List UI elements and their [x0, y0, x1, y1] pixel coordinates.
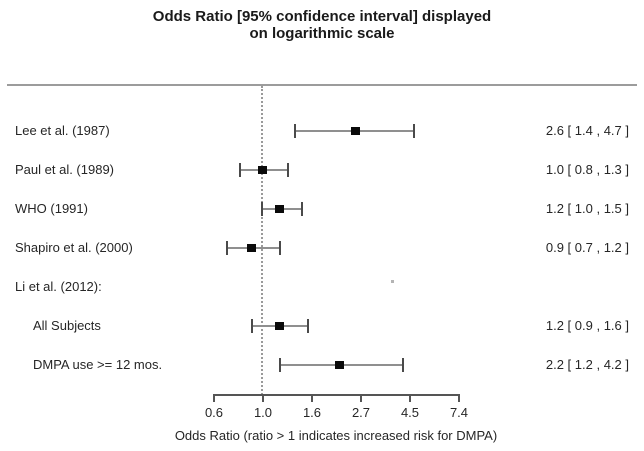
- study-label: DMPA use >= 12 mos.: [33, 357, 163, 372]
- x-axis-tick-label: 4.5: [400, 405, 420, 420]
- ci-cap-left: [278, 358, 281, 372]
- ci-cap-right: [307, 319, 310, 333]
- or-value: 1.0 [ 0.8 , 1.3 ]: [545, 162, 629, 177]
- x-axis-tick: [360, 394, 362, 402]
- point-estimate-marker: [247, 244, 257, 252]
- point-estimate-marker: [351, 127, 361, 135]
- ci-cap-left: [261, 202, 263, 216]
- study-label: WHO (1991): [15, 201, 88, 216]
- ci-cap-right: [278, 241, 281, 255]
- ci-cap-right: [412, 124, 415, 138]
- point-estimate-marker: [334, 361, 344, 369]
- x-axis-tick-label: 1.0: [253, 405, 273, 420]
- x-axis-title: Odds Ratio (ratio > 1 indicates increase…: [174, 428, 498, 443]
- study-label: Li et al. (2012):: [15, 279, 102, 294]
- chart-title-line2: on logarithmic scale: [249, 25, 395, 42]
- top-separator-line: [7, 84, 637, 86]
- ci-cap-right: [300, 202, 303, 216]
- or-value: 2.6 [ 1.4 , 4.7 ]: [545, 123, 629, 138]
- or-value: 1.2 [ 1.0 , 1.5 ]: [545, 201, 629, 216]
- ci-cap-left: [250, 319, 253, 333]
- x-axis-tick: [213, 394, 215, 402]
- x-axis-line: [213, 394, 460, 396]
- x-axis-tick: [458, 394, 460, 402]
- stray-artifact-dot: [391, 280, 394, 283]
- x-axis-tick: [409, 394, 411, 402]
- x-axis-tick: [311, 394, 313, 402]
- point-estimate-marker: [275, 322, 285, 330]
- or-value: 1.2 [ 0.9 , 1.6 ]: [545, 318, 629, 333]
- ci-cap-left: [226, 241, 229, 255]
- study-label: Shapiro et al. (2000): [15, 240, 133, 255]
- ci-cap-right: [286, 163, 289, 177]
- study-label: All Subjects: [33, 318, 101, 333]
- chart-title-line1: Odds Ratio [95% confidence interval] dis…: [152, 8, 492, 25]
- ci-cap-left: [293, 124, 296, 138]
- x-axis-tick-label: 2.7: [351, 405, 371, 420]
- chart-title: Odds Ratio [95% confidence interval] dis…: [0, 8, 644, 42]
- x-axis-tick: [262, 394, 264, 402]
- ci-cap-left: [239, 163, 242, 177]
- point-estimate-marker: [257, 166, 267, 174]
- or-value: 2.2 [ 1.2 , 4.2 ]: [545, 357, 629, 372]
- study-label: Lee et al. (1987): [15, 123, 110, 138]
- x-axis-tick-label: 1.6: [302, 405, 322, 420]
- study-label: Paul et al. (1989): [15, 162, 115, 177]
- x-axis-tick-label: 7.4: [449, 405, 469, 420]
- x-axis-tick-label: 0.6: [204, 405, 224, 420]
- or-value: 0.9 [ 0.7 , 1.2 ]: [545, 240, 629, 255]
- ci-cap-right: [401, 358, 404, 372]
- reference-line-or1: [261, 86, 263, 395]
- point-estimate-marker: [275, 205, 285, 213]
